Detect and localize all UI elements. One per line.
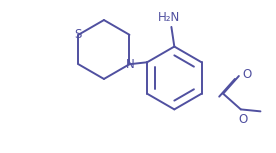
Text: O: O	[242, 67, 251, 80]
Text: S: S	[74, 28, 81, 41]
Text: H₂N: H₂N	[158, 11, 181, 24]
Text: O: O	[238, 113, 247, 126]
Text: N: N	[126, 58, 135, 71]
